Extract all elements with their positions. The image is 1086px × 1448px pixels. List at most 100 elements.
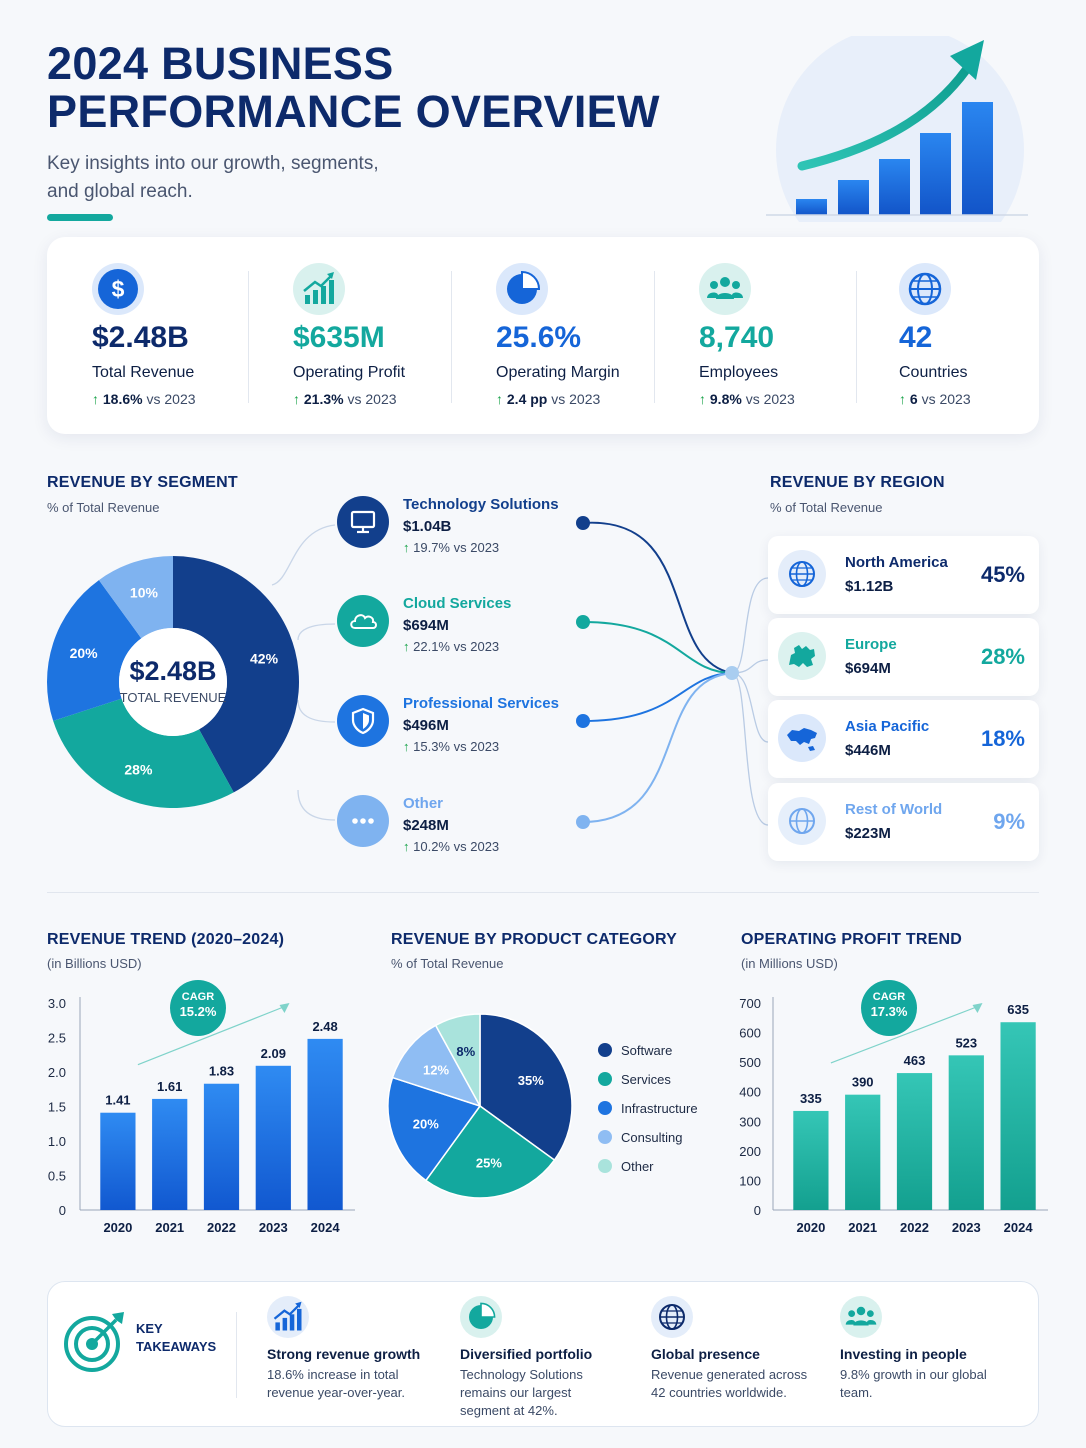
kpi-countries: 42 Countries ↑ 6 vs 2023 [856, 237, 1056, 434]
product-category-pie-chart: 35% 25% 20% 12% 8% Software Services Infrastruc… [387, 1013, 698, 1199]
cagr-value: 17.3% [870, 1004, 908, 1019]
kpi-value: 8,740 [699, 321, 775, 354]
donut-slice [98, 556, 173, 639]
segment-value: $694M [403, 617, 449, 634]
legend-swatch [598, 1159, 612, 1173]
region-card-rest-of-world: Rest of World $223M 9% [768, 783, 1039, 861]
segment-item-technology-solutions: Technology Solutions $1.04B ↑ 19.7% vs 2… [337, 496, 577, 566]
legend-label: Software [621, 1043, 672, 1058]
takeaway-divider [236, 1312, 237, 1398]
region-section-subtitle: % of Total Revenue [770, 500, 883, 515]
region-value: $446M [845, 742, 891, 759]
kpi-delta-value: 2.4 pp [506, 391, 548, 407]
y-tick-label: 1.0 [48, 1134, 66, 1149]
region-percent: 18% [980, 726, 1025, 751]
bar-value-label: 1.83 [209, 1064, 234, 1079]
segment-delta: ↑ 10.2% vs 2023 [403, 839, 499, 854]
kpi-value: $2.48B [92, 321, 189, 354]
hero-growth-illustration [766, 36, 1028, 222]
takeaway-title: Diversified portfolio [460, 1346, 593, 1362]
kpi-delta-suffix: vs 2023 [921, 391, 971, 407]
x-tick-label: 2023 [259, 1220, 288, 1235]
cloud-icon [337, 595, 389, 647]
segment-name: Cloud Services [403, 595, 512, 612]
takeaway-text: 18.6% increase in total revenue year-ove… [267, 1367, 406, 1400]
segment-delta-value: 19.7% [413, 540, 450, 555]
takeaway-title: Investing in people [840, 1346, 967, 1362]
more-icon [337, 795, 389, 847]
segment-delta: ↑ 22.1% vs 2023 [403, 639, 499, 654]
kpi-divider [248, 271, 249, 403]
kpi-delta: ↑ 9.8% vs 2023 [699, 391, 795, 407]
revenue-trend-subtitle: (in Billions USD) [47, 956, 142, 971]
segment-region-connectors [271, 516, 769, 829]
dollar-icon: $ [92, 263, 144, 315]
y-tick-label: 700 [739, 996, 761, 1011]
y-tick-label: 600 [739, 1026, 761, 1041]
x-tick-label: 2020 [103, 1220, 132, 1235]
globe-icon [651, 1296, 693, 1338]
kpi-delta-suffix: vs 2023 [745, 391, 795, 407]
segment-item-professional-services: Professional Services $496M ↑ 15.3% vs 2… [337, 695, 577, 765]
kpi-divider [451, 271, 452, 403]
segment-delta: ↑ 15.3% vs 2023 [403, 739, 499, 754]
page-title: 2024 BUSINESS PERFORMANCE OVERVIEW [47, 38, 660, 137]
bar [307, 1038, 343, 1210]
profit-trend-subtitle: (in Millions USD) [741, 956, 838, 971]
kpi-divider [654, 271, 655, 403]
y-tick-label: 200 [739, 1144, 761, 1159]
region-name: Rest of World [845, 801, 943, 818]
legend-swatch [598, 1072, 612, 1086]
up-arrow-icon: ↑ [293, 391, 300, 407]
pie-icon [496, 263, 548, 315]
kpi-label: Employees [699, 364, 779, 381]
key-takeaways-card: KEY TAKEAWAYS Strong revenue growth 18.6… [47, 1281, 1039, 1427]
title-underline [47, 214, 113, 221]
product-category-subtitle: % of Total Revenue [391, 956, 504, 971]
region-name: North America [845, 554, 948, 571]
kpi-delta-value: 9.8% [709, 391, 742, 407]
x-tick-label: 2022 [207, 1220, 236, 1235]
pie-slice-label: 25% [476, 1155, 502, 1170]
legend-swatch [598, 1043, 612, 1057]
bar [845, 1094, 881, 1210]
growth-chart-icon [293, 263, 345, 315]
up-arrow-icon: ↑ [403, 739, 410, 754]
shield-icon [337, 695, 389, 747]
up-arrow-icon: ↑ [403, 639, 410, 654]
bar-value-label: 635 [1007, 1002, 1029, 1017]
takeaway-text: Revenue generated across 42 countries wo… [651, 1367, 808, 1400]
legend-label: Infrastructure [621, 1101, 698, 1116]
cagr-value: 15.2% [179, 1004, 217, 1019]
pie-slice [387, 1076, 482, 1182]
legend-label: Consulting [621, 1130, 682, 1145]
takeaway-title: Strong revenue growth [267, 1346, 421, 1362]
donut-slice-label: 42% [250, 651, 279, 667]
y-tick-label: 2.5 [48, 1031, 66, 1046]
kpi-value: 42 [899, 321, 933, 354]
y-tick-label: 3.0 [48, 996, 66, 1011]
takeaway-text: 9.8% growth in our global team. [840, 1367, 987, 1400]
bar-value-label: 463 [904, 1053, 926, 1068]
bar [255, 1065, 291, 1210]
bar-value-label: 2.09 [261, 1046, 286, 1061]
kpi-employees: 8,740 Employees ↑ 9.8% vs 2023 [654, 237, 854, 434]
pie-slice [391, 1024, 482, 1108]
up-arrow-icon: ↑ [496, 391, 503, 407]
target-icon [64, 1312, 124, 1372]
region-card-north-america: North America $1.12B 45% [768, 536, 1039, 614]
kpi-delta-value: 6 [909, 391, 918, 407]
kpi-delta: ↑ 2.4 pp vs 2023 [496, 391, 600, 407]
x-tick-label: 2023 [952, 1220, 981, 1235]
segment-donut-chart: 42% 28% 20% 10% [47, 556, 299, 808]
donut-slice [173, 556, 299, 793]
pie-slice [434, 1013, 481, 1107]
cagr-trend-arrow [137, 1006, 284, 1066]
segment-value: $1.04B [403, 518, 452, 535]
profit-trend-chart: 0 100 200 300 400 500 600 700 335 2020 390 2021 463 2… [739, 996, 1048, 1235]
pie-icon [460, 1296, 502, 1338]
bar-value-label: 523 [955, 1035, 977, 1050]
segment-delta-suffix: vs 2023 [453, 839, 500, 854]
revenue-trend-chart: 0 0.5 1.0 1.5 2.0 2.5 3.0 1.41 2020 1.61 2021 1.83 2… [48, 996, 355, 1235]
segment-delta-suffix: vs 2023 [453, 540, 500, 555]
